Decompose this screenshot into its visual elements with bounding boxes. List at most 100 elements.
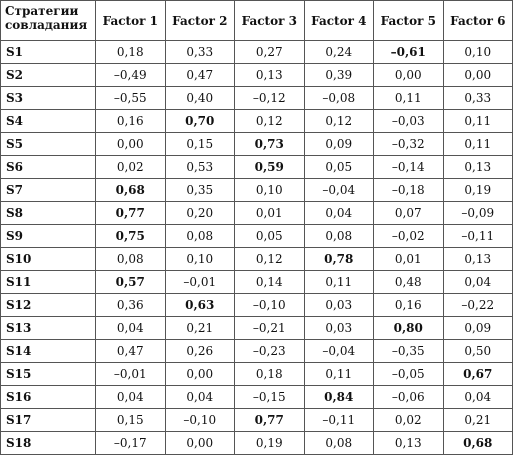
loading-value-cell: –0,04 (303, 178, 374, 202)
row-label-cell: S6 (0, 155, 96, 179)
loading-value-cell: 0,09 (442, 316, 513, 340)
loading-value-cell: –0,22 (442, 293, 513, 317)
loading-value-cell: 0,05 (234, 224, 305, 248)
table-row: S11 0,57 –0,01 0,14 0,11 0,48 0,04 (0, 270, 513, 294)
loading-value-cell: 0,15 (95, 408, 166, 432)
loading-value-cell: 0,21 (442, 408, 513, 432)
loading-value-cell: 0,33 (442, 86, 513, 110)
row-label-cell: S15 (0, 362, 96, 386)
loading-value-cell: –0,17 (95, 431, 166, 455)
loading-value-cell: –0,10 (164, 408, 235, 432)
loading-value-cell: –0,08 (303, 86, 374, 110)
loading-value-cell: 0,68 (95, 178, 166, 202)
row-label-cell: S18 (0, 431, 96, 455)
loading-value-cell: –0,35 (373, 339, 444, 363)
loading-value-cell: 0,75 (95, 224, 166, 248)
loading-value-cell: 0,68 (442, 431, 513, 455)
loading-value-cell: 0,12 (234, 109, 305, 133)
table-row: S8 0,77 0,20 0,01 0,04 0,07 –0,09 (0, 201, 513, 225)
loading-value-cell: 0,10 (234, 178, 305, 202)
loading-value-cell: 0,19 (442, 178, 513, 202)
loading-value-cell: 0,50 (442, 339, 513, 363)
loading-value-cell: 0,16 (95, 109, 166, 133)
loading-value-cell: –0,09 (442, 201, 513, 225)
row-label-cell: S8 (0, 201, 96, 225)
loading-value-cell: –0,05 (373, 362, 444, 386)
loading-value-cell: 0,70 (164, 109, 235, 133)
table-row: S3 –0,55 0,40 –0,12 –0,08 0,11 0,33 (0, 86, 513, 110)
loading-value-cell: 0,27 (234, 40, 305, 64)
loading-value-cell: 0,35 (164, 178, 235, 202)
loading-value-cell: 0,00 (164, 431, 235, 455)
table-row: S18 –0,17 0,00 0,19 0,08 0,13 0,68 (0, 431, 513, 455)
table-row: S1 0,18 0,33 0,27 0,24 –0,61 0,10 (0, 40, 513, 64)
loading-value-cell: 0,13 (442, 155, 513, 179)
loading-value-cell: 0,00 (95, 132, 166, 156)
table-row: S13 0,04 0,21 –0,21 0,03 0,80 0,09 (0, 316, 513, 340)
loading-value-cell: 0,63 (164, 293, 235, 317)
loading-value-cell: –0,18 (373, 178, 444, 202)
loading-value-cell: 0,10 (442, 40, 513, 64)
table-row: S2 –0,49 0,47 0,13 0,39 0,00 0,00 (0, 63, 513, 87)
table-row: S7 0,68 0,35 0,10 –0,04 –0,18 0,19 (0, 178, 513, 202)
loading-value-cell: 0,02 (95, 155, 166, 179)
table-row: S9 0,75 0,08 0,05 0,08 –0,02 –0,11 (0, 224, 513, 248)
loading-value-cell: –0,55 (95, 86, 166, 110)
loading-value-cell: 0,08 (303, 431, 374, 455)
loading-value-cell: 0,15 (164, 132, 235, 156)
loading-value-cell: –0,12 (234, 86, 305, 110)
loading-value-cell: –0,06 (373, 385, 444, 409)
loading-value-cell: 0,47 (95, 339, 166, 363)
loading-value-cell: 0,12 (234, 247, 305, 271)
loading-value-cell: 0,14 (234, 270, 305, 294)
loading-value-cell: 0,11 (442, 109, 513, 133)
table-row: S16 0,04 0,04 –0,15 0,84 –0,06 0,04 (0, 385, 513, 409)
loading-value-cell: 0,33 (164, 40, 235, 64)
row-label-cell: S16 (0, 385, 96, 409)
loading-value-cell: 0,77 (234, 408, 305, 432)
loading-value-cell: –0,10 (234, 293, 305, 317)
loading-value-cell: 0,24 (303, 40, 374, 64)
loading-value-cell: 0,09 (303, 132, 374, 156)
loading-value-cell: 0,16 (373, 293, 444, 317)
loading-value-cell: 0,78 (303, 247, 374, 271)
loading-value-cell: –0,04 (303, 339, 374, 363)
loading-value-cell: 0,04 (95, 385, 166, 409)
loading-value-cell: –0,11 (442, 224, 513, 248)
loading-value-cell: 0,77 (95, 201, 166, 225)
loading-value-cell: –0,01 (95, 362, 166, 386)
loading-value-cell: 0,21 (164, 316, 235, 340)
loading-value-cell: –0,14 (373, 155, 444, 179)
row-label-cell: S5 (0, 132, 96, 156)
loading-value-cell: 0,20 (164, 201, 235, 225)
column-header-factor-4: Factor 4 (303, 0, 374, 41)
loading-value-cell: 0,00 (442, 63, 513, 87)
loading-value-cell: 0,03 (303, 316, 374, 340)
table-row: S15 –0,01 0,00 0,18 0,11 –0,05 0,67 (0, 362, 513, 386)
loading-value-cell: 0,02 (373, 408, 444, 432)
loading-value-cell: 0,11 (303, 270, 374, 294)
loading-value-cell: 0,18 (95, 40, 166, 64)
loading-value-cell: –0,61 (373, 40, 444, 64)
loading-value-cell: 0,59 (234, 155, 305, 179)
loading-value-cell: 0,40 (164, 86, 235, 110)
loading-value-cell: 0,19 (234, 431, 305, 455)
loading-value-cell: 0,05 (303, 155, 374, 179)
loading-value-cell: 0,03 (303, 293, 374, 317)
loading-value-cell: 0,36 (95, 293, 166, 317)
loading-value-cell: 0,00 (164, 362, 235, 386)
column-header-factor-6: Factor 6 (442, 0, 513, 41)
loading-value-cell: 0,13 (373, 431, 444, 455)
row-label-cell: S9 (0, 224, 96, 248)
loading-value-cell: 0,13 (442, 247, 513, 271)
loading-value-cell: 0,10 (164, 247, 235, 271)
loading-value-cell: –0,02 (373, 224, 444, 248)
loading-value-cell: 0,26 (164, 339, 235, 363)
column-header-factor-2: Factor 2 (164, 0, 235, 41)
table-row: S6 0,02 0,53 0,59 0,05 –0,14 0,13 (0, 155, 513, 179)
loading-value-cell: –0,11 (303, 408, 374, 432)
row-label-cell: S11 (0, 270, 96, 294)
table-row: S12 0,36 0,63 –0,10 0,03 0,16 –0,22 (0, 293, 513, 317)
table-body: S1 0,18 0,33 0,27 0,24 –0,61 0,10 S2 –0,49 0,47 0,… (0, 40, 513, 455)
